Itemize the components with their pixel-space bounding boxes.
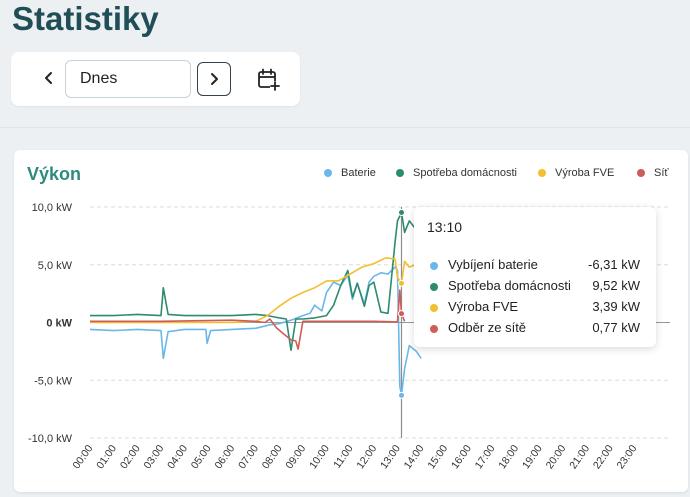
previous-day-button[interactable] [37, 66, 61, 90]
legend-swatch [637, 169, 645, 177]
x-tick-label: 15:00 [425, 443, 450, 472]
x-tick-label: 23:00 [615, 443, 640, 472]
legend-label: Síť [654, 167, 669, 179]
x-tick-label: 19:00 [520, 443, 545, 472]
tooltip-swatch [430, 283, 438, 291]
tooltip-value: -6,31 kW [587, 257, 640, 272]
legend-item-sit[interactable]: Síť [637, 167, 669, 179]
x-tick-label: 05:00 [189, 443, 214, 472]
x-tick-label: 11:00 [331, 443, 356, 471]
legend-swatch [538, 169, 546, 177]
chart-tooltip: 13:10 Vybíjení baterie -6,31 kW Spotřeba… [414, 207, 656, 347]
legend-label: Spotřeba domácnosti [413, 167, 517, 179]
series-line [90, 257, 422, 324]
x-tick-label: 17:00 [473, 443, 498, 472]
tooltip-row: Odběr ze sítě 0,77 kW [430, 320, 640, 338]
power-chart-card: Výkon Baterie Spotřeba domácnosti Výroba… [14, 150, 688, 492]
tooltip-swatch [430, 325, 438, 333]
x-tick-label: 22:00 [591, 443, 616, 472]
x-tick-label: 14:00 [402, 443, 427, 472]
tooltip-label: Výroba FVE [448, 299, 519, 314]
date-navigator [11, 52, 300, 106]
tooltip-row: Vybíjení baterie -6,31 kW [430, 257, 640, 275]
page-title: Statistiky [12, 0, 159, 37]
hover-point [397, 310, 405, 318]
x-tick-label: 10:00 [307, 443, 332, 472]
x-tick-label: 04:00 [165, 443, 190, 472]
next-day-button[interactable] [197, 62, 231, 96]
tooltip-value: 9,52 kW [592, 278, 640, 293]
legend-item-spotreba[interactable]: Spotřeba domácnosti [396, 167, 517, 179]
y-tick-label: 5,0 kW [38, 260, 73, 272]
tooltip-time: 13:10 [427, 219, 463, 235]
chevron-left-icon [45, 72, 52, 84]
tooltip-value: 0,77 kW [592, 320, 640, 335]
chart-title: Výkon [27, 164, 82, 184]
chevron-right-icon [211, 73, 218, 85]
hover-point [397, 279, 405, 287]
x-tick-label: 20:00 [544, 443, 569, 472]
tooltip-row: Výroba FVE 3,39 kW [430, 299, 640, 317]
calendar-button[interactable] [255, 66, 281, 92]
x-tick-label: 01:00 [94, 443, 119, 472]
x-tick-label: 02:00 [118, 443, 143, 472]
x-tick-label: 21:00 [567, 443, 592, 472]
section-divider [0, 127, 690, 128]
x-tick-label: 12:00 [354, 443, 379, 472]
legend-item-vyroba[interactable]: Výroba FVE [538, 167, 614, 179]
calendar-add-icon [258, 68, 280, 91]
tooltip-label: Odběr ze sítě [448, 320, 527, 335]
legend-swatch [324, 169, 332, 177]
x-tick-label: 13:00 [378, 443, 403, 472]
legend-item-baterie[interactable]: Baterie [324, 167, 376, 179]
tooltip-value: 3,39 kW [592, 299, 640, 314]
legend-swatch [396, 169, 404, 177]
y-tick-label: 10,0 kW [32, 202, 73, 214]
tooltip-label: Vybíjení baterie [448, 257, 538, 272]
series-line [89, 266, 422, 397]
tooltip-label: Spotřeba domácnosti [448, 278, 571, 293]
series-line [90, 211, 422, 351]
tooltip-row: Spotřeba domácnosti 9,52 kW [430, 278, 640, 296]
tooltip-swatch [430, 262, 438, 270]
x-tick-label: 07:00 [236, 443, 261, 472]
hover-point [397, 391, 405, 399]
x-tick-label: 03:00 [142, 443, 167, 472]
y-tick-label: 0 kW [46, 318, 72, 330]
date-input[interactable] [65, 60, 191, 98]
hover-point [397, 209, 405, 217]
y-tick-label: -5,0 kW [34, 375, 73, 387]
series-line [90, 289, 406, 350]
legend-label: Baterie [341, 167, 376, 179]
x-tick-label: 09:00 [283, 443, 308, 472]
tooltip-swatch [430, 304, 438, 312]
y-tick-label: -10,0 kW [28, 433, 73, 445]
x-tick-label: 00:00 [71, 443, 96, 472]
x-tick-label: 06:00 [212, 443, 237, 472]
x-tick-label: 08:00 [260, 443, 285, 472]
x-tick-label: 16:00 [449, 443, 474, 472]
legend-label: Výroba FVE [555, 167, 615, 179]
x-tick-label: 18:00 [496, 443, 521, 472]
